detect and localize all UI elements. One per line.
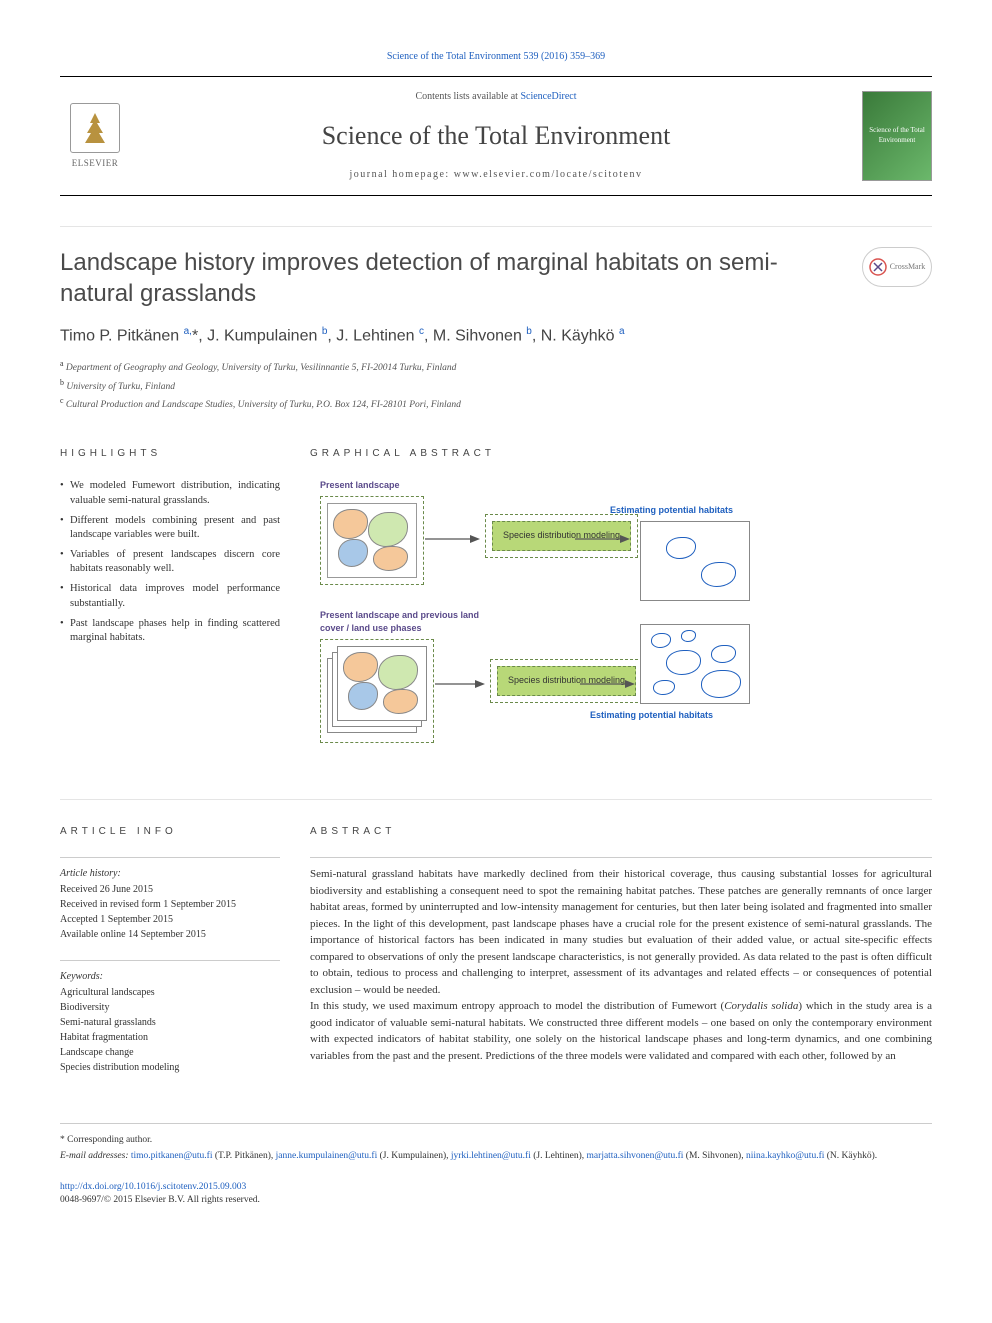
history-line: Accepted 1 September 2015 xyxy=(60,913,280,927)
ga-result-bottom xyxy=(640,624,750,704)
email-who: (J. Kumpulainen), xyxy=(377,1151,451,1161)
ga-present-label: Present landscape xyxy=(320,479,424,492)
highlights-heading: HIGHLIGHTS xyxy=(60,447,280,461)
email-link[interactable]: jyrki.lehtinen@utu.fi xyxy=(451,1151,531,1161)
article-info-heading: ARTICLE INFO xyxy=(60,825,280,839)
abstract-p1: Semi-natural grassland habitats have mar… xyxy=(310,868,932,996)
graphical-abstract-heading: GRAPHICAL ABSTRACT xyxy=(310,447,932,461)
doi-link[interactable]: http://dx.doi.org/10.1016/j.scitotenv.20… xyxy=(60,1182,246,1192)
corresponding-author-label: Corresponding author. xyxy=(67,1135,152,1145)
email-link[interactable]: niina.kayhko@utu.fi xyxy=(746,1151,824,1161)
affiliation-line: c Cultural Production and Landscape Stud… xyxy=(60,395,932,412)
keyword-line: Species distribution modeling xyxy=(60,1061,280,1075)
keywords-head: Keywords: xyxy=(60,970,280,984)
graphical-abstract-figure: Present landscape Species distribution m… xyxy=(310,479,932,759)
ga-estimate-label-bottom: Estimating potential habitats xyxy=(590,709,713,722)
article-title: Landscape history improves detection of … xyxy=(60,247,842,309)
email-link[interactable]: timo.pitkanen@utu.fi xyxy=(131,1151,213,1161)
homepage-prefix: journal homepage: xyxy=(349,169,453,180)
elsevier-tree-icon xyxy=(70,103,120,153)
article-history-block: Article history: Received 26 June 2015Re… xyxy=(60,857,280,942)
journal-header: ELSEVIER Contents lists available at Sci… xyxy=(60,76,932,196)
sciencedirect-link[interactable]: ScienceDirect xyxy=(520,91,576,102)
email-who: (N. Käyhkö). xyxy=(824,1151,877,1161)
crossmark-label: CrossMark xyxy=(890,261,926,272)
journal-cover-image: Science of the Total Environment xyxy=(862,91,932,181)
abstract-species: Corydalis solida xyxy=(724,1000,798,1012)
highlights-list: We modeled Fumewort distribution, indica… xyxy=(60,479,280,645)
journal-name: Science of the Total Environment xyxy=(130,118,862,154)
affiliation-line: a Department of Geography and Geology, U… xyxy=(60,358,932,375)
contents-prefix: Contents lists available at xyxy=(415,91,520,102)
keyword-line: Landscape change xyxy=(60,1046,280,1060)
ga-result-top xyxy=(640,521,750,601)
elsevier-label: ELSEVIER xyxy=(72,157,119,170)
email-addresses-label: E-mail addresses: xyxy=(60,1151,129,1161)
highlight-item: Historical data improves model performan… xyxy=(60,582,280,610)
citation-line: Science of the Total Environment 539 (20… xyxy=(60,50,932,64)
homepage-url[interactable]: www.elsevier.com/locate/scitotenv xyxy=(454,169,643,180)
abstract-p2-pre: In this study, we used maximum entropy a… xyxy=(310,1000,724,1012)
highlight-item: We modeled Fumewort distribution, indica… xyxy=(60,479,280,507)
history-line: Available online 14 September 2015 xyxy=(60,928,280,942)
keyword-line: Semi-natural grasslands xyxy=(60,1016,280,1030)
doi-block: http://dx.doi.org/10.1016/j.scitotenv.20… xyxy=(60,1181,932,1208)
email-who: (J. Lehtinen), xyxy=(531,1151,587,1161)
highlight-item: Different models combining present and p… xyxy=(60,514,280,542)
article-history-head: Article history: xyxy=(60,867,280,881)
authors-line: Timo P. Pitkänen a,*, J. Kumpulainen b, … xyxy=(60,325,932,348)
affiliation-line: b University of Turku, Finland xyxy=(60,377,932,394)
ga-stack-maps xyxy=(327,646,427,736)
crossmark-badge[interactable]: CrossMark xyxy=(862,247,932,287)
email-link[interactable]: marjatta.sihvonen@utu.fi xyxy=(587,1151,684,1161)
contents-available: Contents lists available at ScienceDirec… xyxy=(130,90,862,104)
elsevier-logo: ELSEVIER xyxy=(60,96,130,176)
keyword-line: Biodiversity xyxy=(60,1001,280,1015)
keywords-block: Keywords: Agricultural landscapesBiodive… xyxy=(60,960,280,1075)
footnotes: * Corresponding author. E-mail addresses… xyxy=(60,1134,932,1163)
journal-homepage: journal homepage: www.elsevier.com/locat… xyxy=(130,168,862,182)
keyword-line: Agricultural landscapes xyxy=(60,986,280,1000)
keyword-line: Habitat fragmentation xyxy=(60,1031,280,1045)
ga-past-label: Present landscape and previous land cove… xyxy=(320,609,480,634)
copyright-line: 0048-9697/© 2015 Elsevier B.V. All right… xyxy=(60,1195,260,1205)
abstract-text: Semi-natural grassland habitats have mar… xyxy=(310,857,932,1064)
highlight-item: Past landscape phases help in finding sc… xyxy=(60,617,280,645)
abstract-heading: ABSTRACT xyxy=(310,825,932,839)
ga-estimate-label-top: Estimating potential habitats xyxy=(610,504,733,517)
history-line: Received in revised form 1 September 201… xyxy=(60,898,280,912)
ga-present-map xyxy=(327,503,417,578)
email-who: (M. Sihvonen), xyxy=(683,1151,746,1161)
affiliations: a Department of Geography and Geology, U… xyxy=(60,358,932,412)
highlight-item: Variables of present landscapes discern … xyxy=(60,548,280,576)
email-link[interactable]: janne.kumpulainen@utu.fi xyxy=(276,1151,378,1161)
history-line: Received 26 June 2015 xyxy=(60,883,280,897)
email-who: (T.P. Pitkänen), xyxy=(212,1151,275,1161)
